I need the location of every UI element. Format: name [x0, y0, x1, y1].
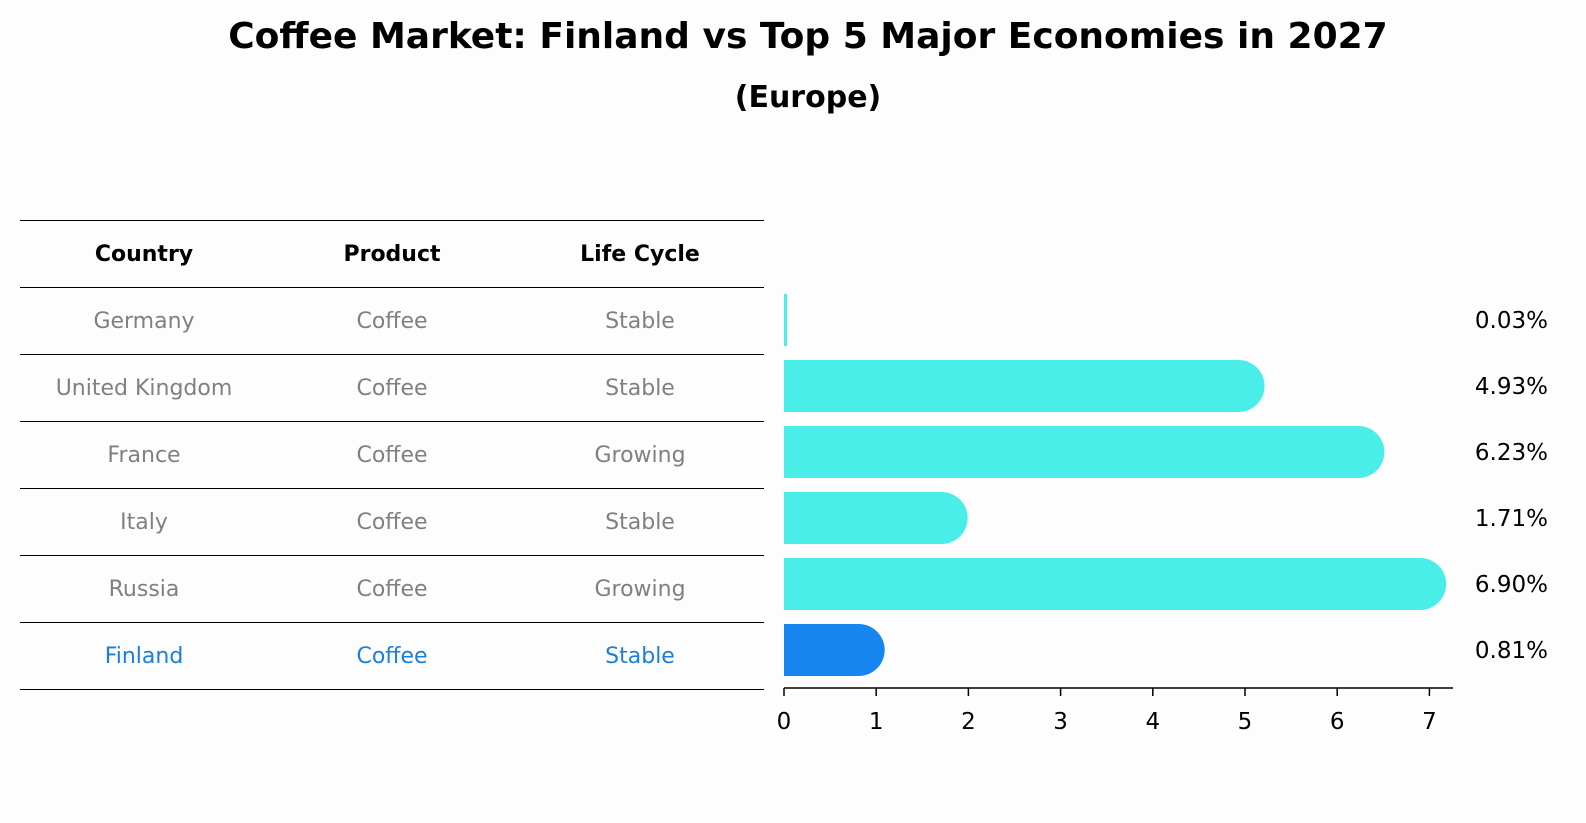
product-cell: Coffee — [356, 375, 428, 401]
x-tick-label: 4 — [1145, 709, 1160, 735]
table-row: Germany Coffee Stable — [20, 287, 764, 354]
chart-subtitle: (Europe) — [734, 80, 882, 115]
data-table: Country Product Life Cycle Germany Coffe… — [20, 220, 764, 690]
bar — [784, 294, 787, 346]
table-row-highlight: Finland Coffee Stable — [20, 622, 764, 690]
chart-title: Coffee Market: Finland vs Top 5 Major Ec… — [228, 16, 1388, 57]
product-cell: Coffee — [356, 576, 428, 602]
x-tick-label: 1 — [869, 709, 884, 735]
bar-value-label: 6.23% — [1475, 440, 1548, 466]
x-tick-label: 6 — [1330, 709, 1345, 735]
header-product: Product — [343, 241, 441, 267]
product-cell: Coffee — [356, 442, 428, 468]
x-tick-label: 7 — [1422, 709, 1437, 735]
country-cell: France — [107, 442, 181, 468]
life-cycle-cell: Growing — [594, 576, 686, 602]
bar-value-label: 0.03% — [1475, 308, 1548, 334]
product-cell: Coffee — [356, 308, 428, 334]
table-row: Russia Coffee Growing — [20, 555, 764, 622]
bar — [784, 624, 885, 676]
product-cell: Coffee — [356, 509, 428, 535]
bar — [784, 558, 1447, 610]
product-cell: Coffee — [356, 643, 428, 669]
country-cell: Germany — [93, 308, 195, 334]
bar-value-label: 6.90% — [1475, 572, 1548, 598]
header-country: Country — [94, 241, 194, 267]
x-tick-label: 2 — [961, 709, 976, 735]
table-header-row: Country Product Life Cycle — [20, 220, 764, 287]
bar — [784, 426, 1385, 478]
header-life-cycle: Life Cycle — [580, 241, 700, 267]
bar-value-label: 1.71% — [1475, 506, 1548, 532]
x-tick-label: 5 — [1238, 709, 1253, 735]
country-cell: Italy — [120, 509, 168, 535]
country-cell: Finland — [104, 643, 184, 669]
x-tick-label: 0 — [777, 709, 792, 735]
life-cycle-cell: Growing — [594, 442, 686, 468]
life-cycle-cell: Stable — [605, 643, 675, 669]
country-cell: Russia — [108, 576, 180, 602]
bar-value-label: 4.93% — [1475, 374, 1548, 400]
life-cycle-cell: Stable — [605, 509, 675, 535]
table-row: France Coffee Growing — [20, 421, 764, 488]
life-cycle-cell: Stable — [605, 375, 675, 401]
country-cell: United Kingdom — [55, 375, 233, 401]
x-tick-label: 3 — [1053, 709, 1068, 735]
table-row: United Kingdom Coffee Stable — [20, 354, 764, 421]
life-cycle-cell: Stable — [605, 308, 675, 334]
table-row: Italy Coffee Stable — [20, 488, 764, 555]
bar — [784, 360, 1265, 412]
bar-value-label: 0.81% — [1475, 638, 1548, 664]
bar — [784, 492, 968, 544]
